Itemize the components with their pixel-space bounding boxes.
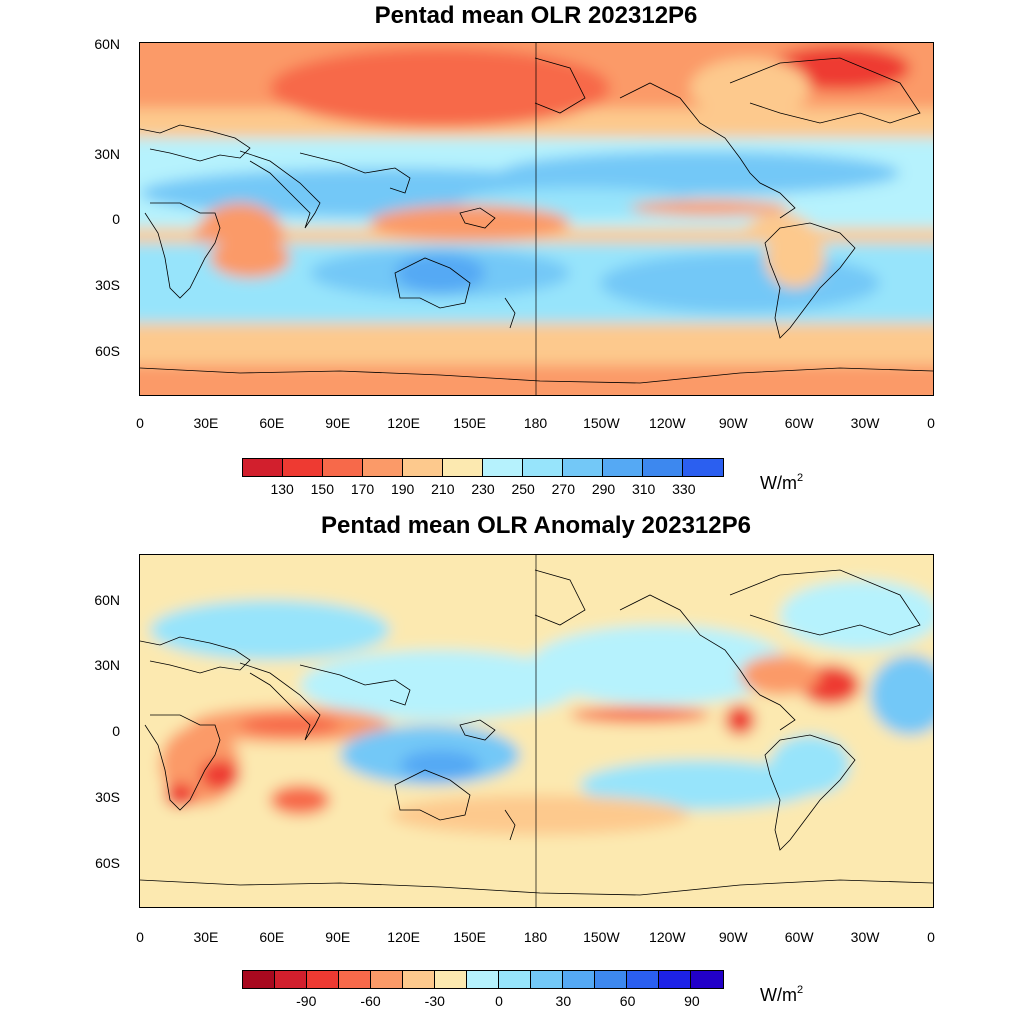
colorbar-label: -30 <box>424 993 445 1009</box>
colorbar-label: 290 <box>591 481 616 497</box>
xlabel: 120E <box>387 415 420 431</box>
colorbar-swatch <box>243 971 275 988</box>
olr-mean-map <box>139 42 934 396</box>
xlabel: 60W <box>784 415 814 431</box>
ylabel-60s: 60S <box>95 343 120 359</box>
ylabel2-60s: 60S <box>95 855 120 871</box>
colorbar-swatch <box>283 459 323 476</box>
xlabel: 60W <box>784 929 814 945</box>
xlabel: 90W <box>718 929 748 945</box>
colorbar-swatch <box>659 971 691 988</box>
colorbar-swatch <box>363 459 403 476</box>
colorbar-label: 130 <box>270 481 294 497</box>
colorbar-swatch <box>595 971 627 988</box>
colorbar-swatch <box>683 459 723 476</box>
xlabel: 0 <box>136 929 144 945</box>
xlabel: 90W <box>718 415 748 431</box>
colorbar-label: 210 <box>431 481 455 497</box>
colorbar-swatch <box>531 971 563 988</box>
colorbar-label: 250 <box>511 481 535 497</box>
anomaly-map-title: Pentad mean OLR Anomaly 202312P6 <box>321 512 751 539</box>
colorbar-label: 0 <box>495 993 503 1009</box>
colorbar-swatch <box>691 971 723 988</box>
colorbar-swatch <box>339 971 371 988</box>
colorbar-swatch <box>483 459 523 476</box>
colorbar-swatch <box>627 971 659 988</box>
colorbar-swatch <box>443 459 483 476</box>
colorbar-label: 330 <box>672 481 696 497</box>
colorbar-label: 230 <box>471 481 495 497</box>
colorbar-swatch <box>643 459 683 476</box>
ylabel-30n: 30N <box>94 146 120 162</box>
ylabel2-30s: 30S <box>95 789 120 805</box>
colorbar-swatch <box>371 971 403 988</box>
colorbar-swatch <box>563 971 595 988</box>
xlabel: 30W <box>850 929 880 945</box>
colorbar-swatch <box>499 971 531 988</box>
ylabel2-30n: 30N <box>94 657 120 673</box>
colorbar-label: 170 <box>350 481 375 497</box>
xlabel: 60E <box>259 929 285 945</box>
xlabel: 0 <box>136 415 144 431</box>
ylabel-60n: 60N <box>94 36 120 52</box>
mean-colorbar <box>242 458 724 477</box>
xlabel: 180 <box>523 929 548 945</box>
ylabel2-eq: 0 <box>112 723 120 739</box>
colorbar-label: 90 <box>684 993 700 1009</box>
mean-units-label: W/m2 <box>760 472 804 493</box>
ylabel-30s: 30S <box>95 277 120 293</box>
xlabel: 30E <box>193 929 219 945</box>
xlabel: 90E <box>325 415 351 431</box>
xlabel: 30E <box>193 415 219 431</box>
colorbar-label: 190 <box>390 481 415 497</box>
colorbar-swatch <box>523 459 563 476</box>
xlabel: 120W <box>649 929 686 945</box>
colorbar-swatch <box>403 459 443 476</box>
colorbar-label: -90 <box>296 993 317 1009</box>
colorbar-swatch <box>467 971 499 988</box>
ylabel-eq: 0 <box>112 211 120 227</box>
anomaly-units-label: W/m2 <box>760 984 804 1005</box>
colorbar-label: 270 <box>551 481 575 497</box>
colorbar-swatch <box>323 459 363 476</box>
ylabel2-60n: 60N <box>94 592 120 608</box>
xlabel: 120W <box>649 415 686 431</box>
colorbar-label: 150 <box>310 481 334 497</box>
xlabel: 150W <box>583 415 620 431</box>
colorbar-swatch <box>275 971 307 988</box>
xlabel: 180 <box>523 415 548 431</box>
colorbar-swatch <box>563 459 603 476</box>
colorbar-label: 60 <box>619 993 636 1009</box>
xlabel: 60E <box>259 415 285 431</box>
olr-anomaly-map <box>139 554 934 908</box>
xlabel: 150E <box>453 929 486 945</box>
xlabel: 150E <box>453 415 486 431</box>
colorbar-label: 30 <box>555 993 572 1009</box>
xlabel: 30W <box>850 415 880 431</box>
xlabel: 0 <box>927 929 935 945</box>
colorbar-swatch <box>243 459 283 476</box>
colorbar-label: 310 <box>631 481 656 497</box>
xlabel: 0 <box>927 415 935 431</box>
xlabel: 120E <box>387 929 420 945</box>
colorbar-swatch <box>603 459 643 476</box>
colorbar-swatch <box>403 971 435 988</box>
anomaly-colorbar <box>242 970 724 989</box>
xlabel: 150W <box>583 929 620 945</box>
xlabel: 90E <box>325 929 351 945</box>
colorbar-label: -60 <box>360 993 381 1009</box>
colorbar-swatch <box>435 971 467 988</box>
mean-map-title: Pentad mean OLR 202312P6 <box>374 2 698 29</box>
colorbar-swatch <box>307 971 339 988</box>
